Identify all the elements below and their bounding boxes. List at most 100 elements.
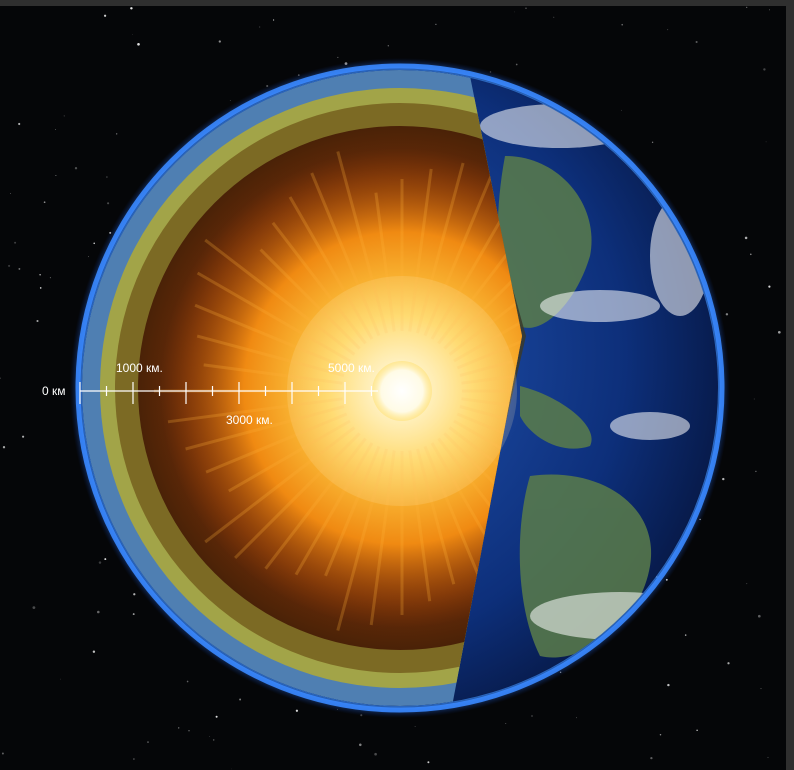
star <box>769 9 770 11</box>
scale-label-1000: 1000 км. <box>116 361 163 375</box>
star <box>106 176 108 178</box>
scale-origin-label: 0 км <box>42 384 66 398</box>
scale-ticks <box>79 382 373 404</box>
star <box>22 435 25 438</box>
star <box>36 319 39 323</box>
star <box>722 477 725 481</box>
star <box>104 558 107 561</box>
star <box>231 768 232 770</box>
star <box>60 678 61 680</box>
star <box>39 274 41 276</box>
star <box>147 741 149 743</box>
star <box>767 756 769 759</box>
star <box>133 758 135 760</box>
star <box>359 743 362 747</box>
star <box>97 610 100 614</box>
star <box>88 256 90 258</box>
star <box>753 398 755 400</box>
star <box>684 634 687 636</box>
star <box>74 167 78 170</box>
star <box>209 736 210 738</box>
star <box>103 14 107 17</box>
star <box>514 11 515 13</box>
star <box>659 734 662 736</box>
inner-core <box>372 361 432 421</box>
star <box>750 253 752 256</box>
star <box>725 313 729 316</box>
star <box>576 717 578 719</box>
star <box>621 23 624 26</box>
diagram-canvas: 0 км 1000 км. 3000 км. 5000 км. <box>0 6 781 770</box>
star <box>132 34 133 35</box>
star <box>651 141 654 143</box>
star <box>760 688 762 690</box>
star <box>212 739 215 741</box>
star <box>239 698 242 701</box>
star <box>137 42 140 46</box>
star <box>295 709 299 712</box>
scale-label-3000: 3000 км. <box>226 413 273 427</box>
star <box>744 236 748 240</box>
star <box>763 68 766 71</box>
star <box>1 752 4 755</box>
star <box>273 19 275 21</box>
scale-label-5000: 5000 км. <box>328 361 375 375</box>
star <box>116 133 118 135</box>
star <box>93 242 95 245</box>
star <box>2 446 6 449</box>
star <box>92 650 96 653</box>
star <box>387 45 389 47</box>
star <box>777 330 781 334</box>
star <box>696 729 698 732</box>
star <box>130 7 133 10</box>
star <box>63 115 65 117</box>
star <box>18 122 21 126</box>
star <box>10 192 12 194</box>
star <box>505 723 507 724</box>
star <box>695 40 698 44</box>
star <box>414 726 416 727</box>
star <box>746 583 748 585</box>
star <box>746 6 748 9</box>
star <box>98 561 102 564</box>
star <box>49 277 51 279</box>
star <box>107 202 110 205</box>
star <box>218 40 221 43</box>
star <box>667 683 670 687</box>
star <box>765 141 767 143</box>
star <box>14 241 17 244</box>
star <box>667 29 669 31</box>
star <box>133 593 136 596</box>
star <box>553 16 555 18</box>
star <box>768 285 771 288</box>
depth-scale: 0 км 1000 км. 3000 км. 5000 км. <box>42 361 378 427</box>
star <box>337 56 339 58</box>
star <box>178 727 180 729</box>
star <box>727 662 730 665</box>
star <box>755 470 757 473</box>
star <box>427 761 430 764</box>
star <box>531 715 533 717</box>
star <box>650 756 653 760</box>
star <box>188 730 190 732</box>
star <box>0 377 1 379</box>
star <box>229 100 231 101</box>
star <box>435 23 437 26</box>
star <box>525 7 527 9</box>
star <box>515 63 518 66</box>
star <box>43 201 46 204</box>
star <box>215 715 218 718</box>
star <box>132 613 135 616</box>
star <box>186 680 189 683</box>
atmosphere-rim <box>75 63 725 713</box>
star <box>259 26 261 28</box>
star <box>55 129 56 130</box>
star <box>620 109 622 111</box>
star <box>55 175 57 176</box>
star <box>757 614 761 618</box>
star <box>39 287 42 289</box>
star <box>8 264 11 267</box>
star <box>374 752 377 756</box>
star <box>18 267 21 270</box>
